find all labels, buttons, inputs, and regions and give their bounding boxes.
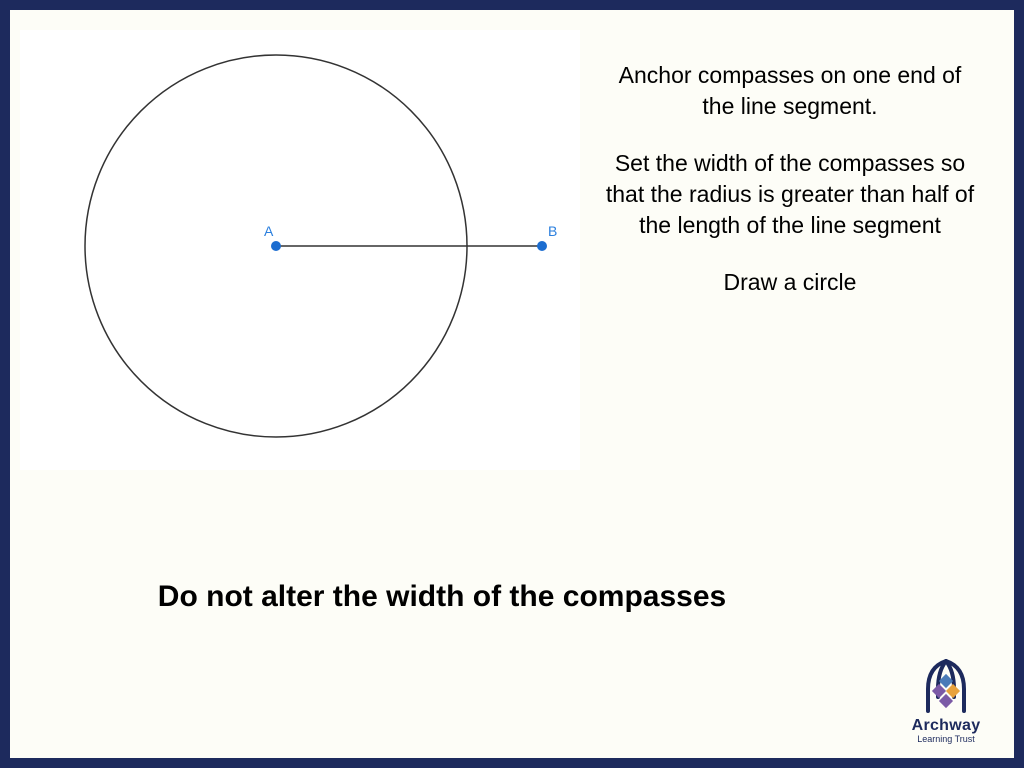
logo-subtitle: Learning Trust <box>900 734 992 744</box>
svg-text:A: A <box>264 223 274 239</box>
geometry-diagram: AB <box>20 30 580 470</box>
slide-frame: AB Anchor compasses on one end of the li… <box>0 0 1024 768</box>
svg-text:B: B <box>548 223 557 239</box>
instruction-p2: Set the width of the compasses so that t… <box>600 148 980 241</box>
logo-title: Archway <box>900 717 992 735</box>
instruction-text: Anchor compasses on one end of the line … <box>600 60 980 324</box>
warning-caption: Do not alter the width of the compasses <box>10 580 1014 614</box>
instruction-p3: Draw a circle <box>600 267 980 298</box>
instruction-p1: Anchor compasses on one end of the line … <box>600 60 980 122</box>
archway-logo: Archway Learning Trust <box>900 659 992 744</box>
